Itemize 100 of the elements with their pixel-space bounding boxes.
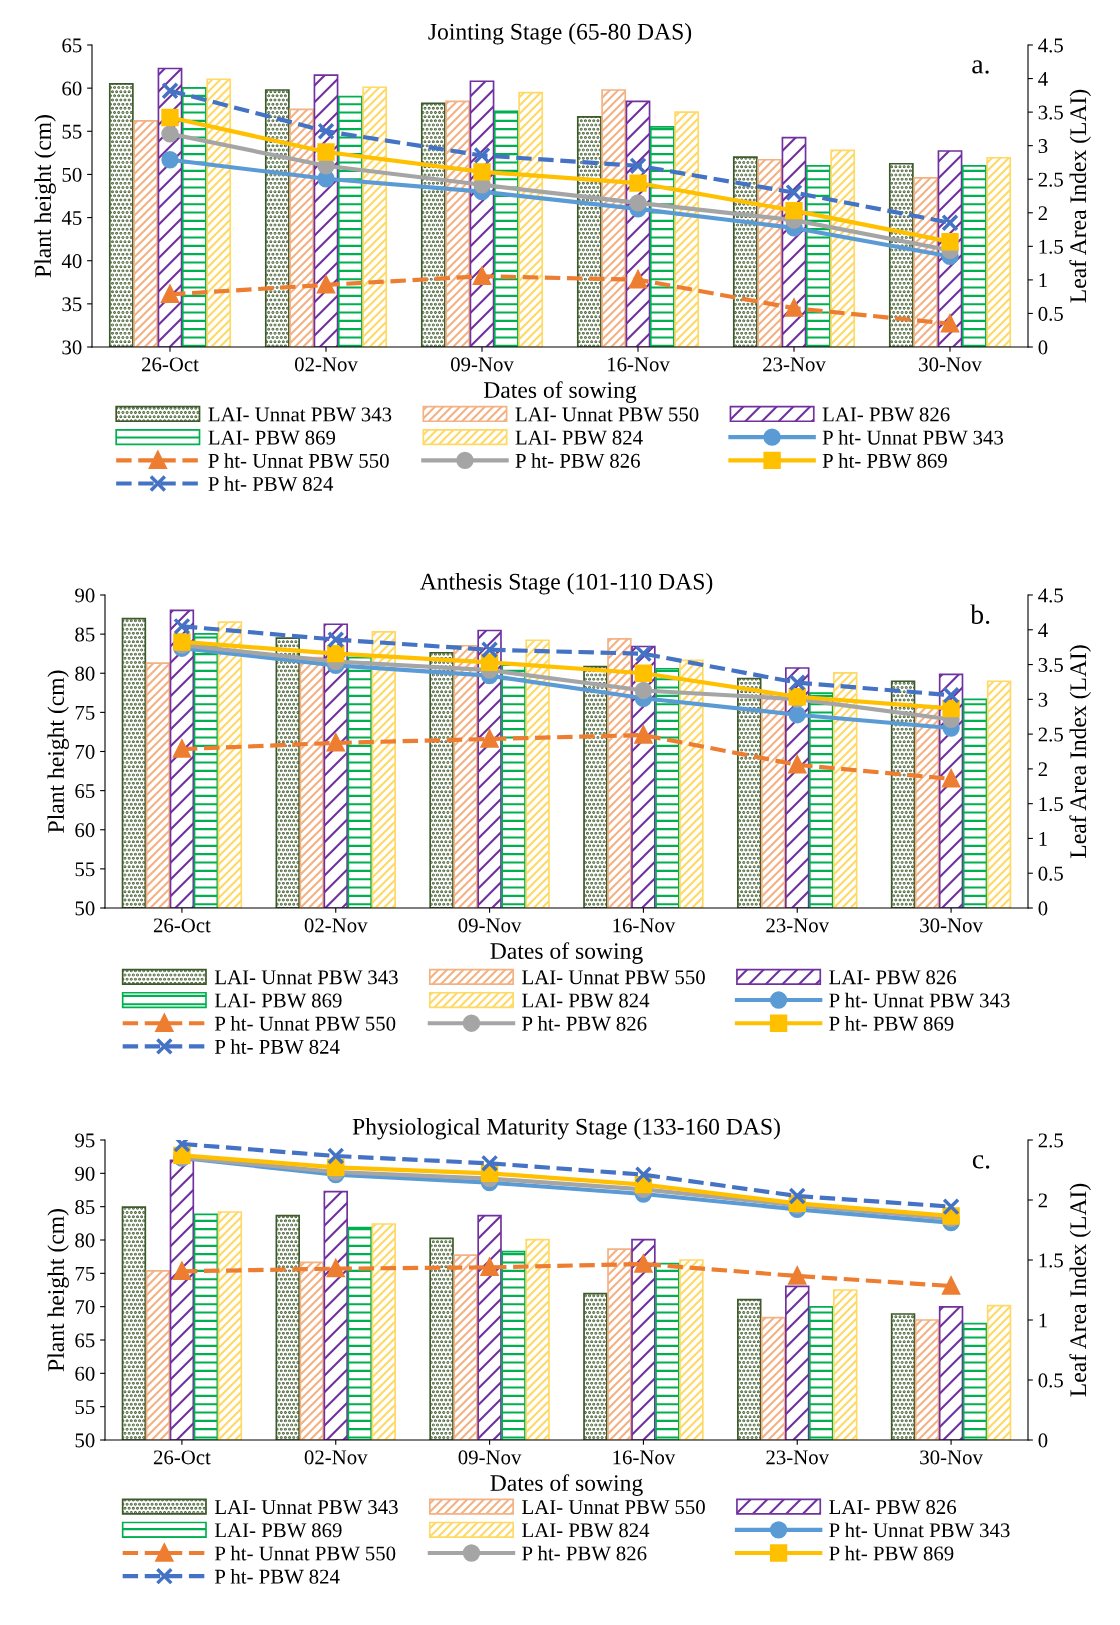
x-tick-label: 26-Oct	[153, 1450, 211, 1465]
y2-tick-label: 0	[1038, 901, 1048, 916]
y-tick-label: 65	[75, 1333, 95, 1348]
y2-tick-label: 4	[1038, 623, 1048, 638]
y-tick-label: 95	[75, 1133, 95, 1148]
y-tick-label: 60	[62, 81, 82, 96]
legend-label: P ht- PBW 869	[822, 453, 947, 468]
y2-tick-label: 2.5	[1038, 172, 1063, 187]
x-tick-label: 26-Oct	[141, 357, 199, 372]
legend-label: P ht- Unnat PBW 550	[214, 1545, 396, 1561]
y2-tick-label: 1.5	[1039, 1253, 1063, 1268]
legend-label: P ht- PBW 824	[214, 1569, 340, 1584]
y2-tick-label: 0.5	[1038, 306, 1063, 321]
legend-label: LAI- Unnat PBW 343	[214, 970, 398, 985]
chart-title: Physiological Maturity Stage (133-160 DAS)	[352, 1118, 780, 1140]
x-tick-label: 09-Nov	[450, 357, 514, 372]
legend-label: LAI- PBW 824	[522, 1523, 650, 1538]
y2-axis-title: Leaf Area Index (LAI)	[1069, 89, 1091, 303]
y2-tick-label: 0.5	[1038, 866, 1063, 881]
x-axis-title: Dates of sowing	[483, 381, 637, 403]
y-tick-label: 70	[75, 744, 95, 759]
x-tick-label: 30-Nov	[919, 357, 982, 372]
annotation: a.	[972, 60, 989, 74]
y-tick-label: 65	[75, 784, 95, 799]
y2-tick-label: 2	[1038, 1193, 1047, 1208]
y-tick-label: 65	[62, 38, 82, 53]
legend-label: P ht- PBW 824	[208, 476, 334, 492]
x-tick-label: 30-Nov	[920, 918, 983, 933]
y-tick-label: 30	[62, 340, 82, 355]
legend-label: LAI- Unnat PBW 550	[522, 970, 705, 985]
y-axis-title: Plant height (cm)	[34, 115, 56, 278]
x-tick-label: 09-Nov	[458, 1450, 522, 1465]
y-tick-label: 90	[75, 588, 95, 603]
legend-label: LAI- PBW 869	[208, 430, 336, 445]
y-axis-title: Plant height (cm)	[47, 670, 69, 833]
x-tick-label: 02-Nov	[304, 1450, 368, 1465]
legend-label: P ht- PBW 826	[515, 453, 640, 468]
y-tick-label: 50	[62, 167, 82, 182]
y2-tick-label: 2.5	[1038, 727, 1063, 742]
x-tick-label: 23-Nov	[766, 918, 830, 933]
y-tick-label: 55	[75, 1400, 95, 1415]
x-tick-label: 16-Nov	[613, 918, 676, 933]
chart-title: Jointing Stage (65-80 DAS)	[428, 23, 692, 45]
y2-tick-label: 3	[1038, 139, 1048, 154]
legend-label: P ht- PBW 824	[214, 1039, 340, 1054]
x-tick-label: 09-Nov	[458, 918, 522, 933]
y2-tick-label: 4.5	[1038, 38, 1063, 53]
legend-label: P ht- PBW 826	[522, 1545, 647, 1561]
y-tick-label: 75	[75, 705, 95, 720]
y-axis-title: Plant height (cm)	[47, 1209, 69, 1372]
y2-tick-label: 4.5	[1038, 588, 1063, 603]
chart-title: Anthesis Stage (101-110 DAS)	[419, 573, 713, 595]
x-tick-label: 16-Nov	[608, 357, 670, 372]
y2-axis-title: Leaf Area Index (LAI)	[1069, 1183, 1091, 1397]
legend-label: P ht- Unnat PBW 550	[214, 1016, 396, 1031]
x-tick-label: 02-Nov	[304, 918, 368, 933]
legend-label: LAI- Unnat PBW 550	[515, 407, 699, 422]
y-tick-label: 85	[75, 1200, 95, 1215]
x-tick-label: 26-Oct	[153, 918, 211, 933]
legend-label: P ht- Unnat PBW 343	[822, 429, 1004, 445]
y-tick-label: 70	[75, 1300, 95, 1315]
y-tick-label: 35	[62, 297, 82, 312]
x-tick-label: 23-Nov	[763, 357, 826, 372]
x-tick-label: 30-Nov	[920, 1450, 983, 1465]
y-tick-label: 80	[75, 666, 95, 681]
y2-tick-label: 1	[1039, 831, 1047, 846]
y2-tick-label: 1	[1039, 1313, 1047, 1328]
y2-tick-label: 3.5	[1038, 105, 1063, 120]
y-tick-label: 50	[75, 901, 95, 916]
legend-label: P ht- Unnat PBW 550	[208, 453, 389, 468]
legend-label: P ht- PBW 826	[522, 1016, 647, 1031]
y-tick-label: 80	[75, 1233, 95, 1248]
x-axis-title: Dates of sowing	[490, 942, 643, 964]
y-tick-label: 60	[75, 823, 95, 838]
y2-tick-label: 2.5	[1038, 1133, 1063, 1148]
y2-tick-label: 1.5	[1039, 797, 1063, 812]
x-tick-label: 16-Nov	[613, 1450, 676, 1465]
x-axis-title: Dates of sowing	[490, 1474, 643, 1496]
legend-label: P ht- PBW 869	[829, 1016, 954, 1031]
y-tick-label: 45	[61, 211, 82, 225]
y2-tick-label: 2	[1038, 762, 1047, 777]
y2-axis-title: Leaf Area Index (LAI)	[1069, 645, 1091, 858]
legend-label: P ht- Unnat PBW 343	[829, 992, 1010, 1008]
y2-tick-label: 3	[1038, 692, 1048, 707]
legend-label: LAI- PBW 826	[822, 407, 950, 422]
legend-label: LAI- Unnat PBW 550	[522, 1500, 705, 1515]
y-tick-label: 75	[75, 1266, 95, 1281]
y2-tick-label: 4	[1038, 72, 1048, 86]
y2-tick-label: 0.5	[1038, 1373, 1063, 1388]
legend-label: LAI- Unnat PBW 343	[214, 1500, 398, 1515]
y-tick-label: 50	[75, 1433, 95, 1448]
legend-label: LAI- PBW 824	[522, 993, 650, 1008]
y-tick-label: 55	[75, 862, 95, 877]
legend-label: LAI- PBW 826	[829, 1500, 957, 1515]
x-tick-label: 02-Nov	[294, 357, 358, 372]
y2-tick-label: 1	[1039, 273, 1047, 288]
legend-label: LAI- PBW 826	[829, 970, 957, 985]
annotation: b.	[970, 604, 990, 625]
y-tick-label: 55	[62, 124, 82, 139]
legend-label: P ht- PBW 869	[829, 1545, 954, 1561]
